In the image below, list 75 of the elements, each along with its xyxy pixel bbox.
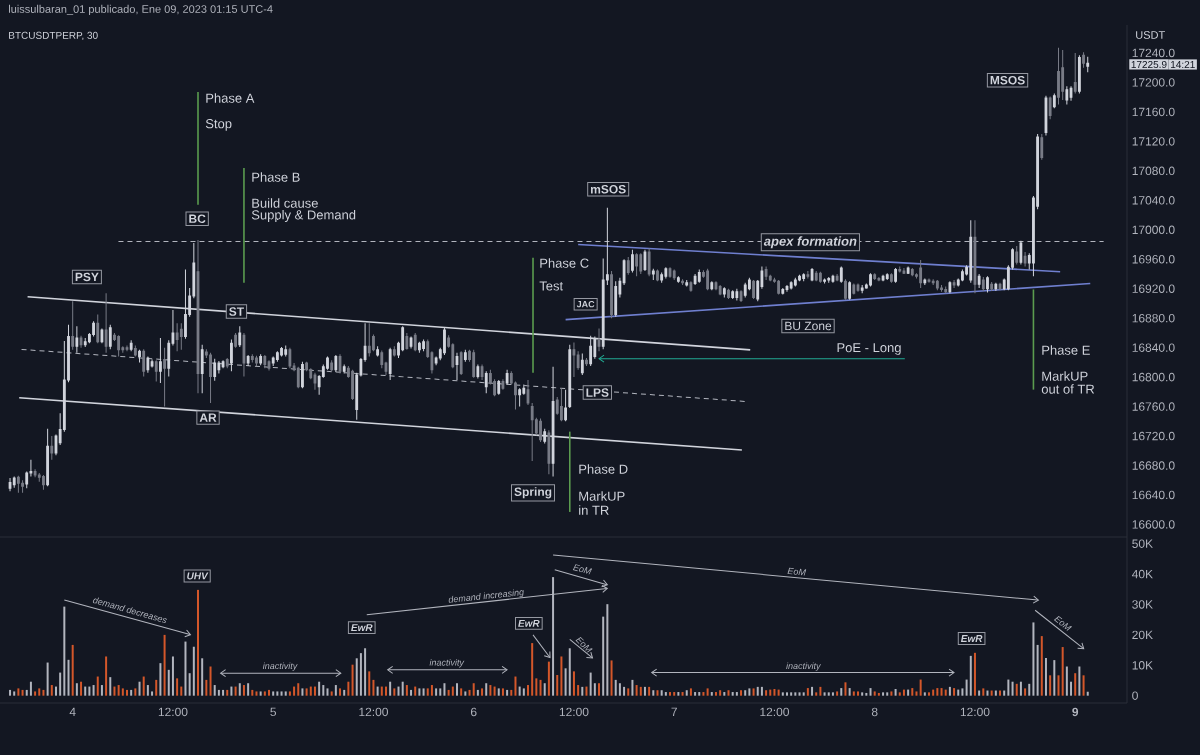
annotation: Phase A [206, 93, 255, 103]
y-tick-label: 20K [1132, 630, 1153, 640]
y-tick-label: 16880.0 [1132, 313, 1175, 323]
text: 14:21 [1171, 60, 1195, 68]
y-tick-label: 16840.0 [1132, 343, 1175, 352]
text: 17225.9 [1131, 60, 1167, 69]
annotation: MarkUP [579, 491, 625, 501]
y-tick-label: 17000.0 [1132, 225, 1175, 235]
annotation: Phase B [252, 172, 300, 182]
text: luissulbaran_01 publicado, Ene 09, 2023 01:15 UTC-4 [9, 4, 273, 16]
y-tick-label: 30K [1132, 600, 1153, 609]
y-tick-label: 16800.0 [1132, 372, 1175, 382]
annotation: inactivity [786, 662, 822, 671]
x-tick-label: 4 [69, 707, 76, 716]
annotation: Phase D [579, 464, 628, 474]
annotation: Phase C [540, 258, 589, 268]
annotation: UHV [187, 572, 209, 580]
annotation: Stop [205, 119, 232, 131]
annotation: mSOS [590, 185, 626, 194]
annotation: EoM [1053, 615, 1072, 631]
annotation: BC [189, 214, 206, 223]
y-tick-label: 16680.0 [1132, 461, 1175, 470]
annotation: PoE - Long [837, 343, 901, 355]
annotation: Supply & Demand [251, 209, 356, 223]
annotation: MarkUP [1042, 371, 1088, 381]
annotation: MSOS [990, 75, 1025, 85]
annotation: BU Zone [785, 321, 832, 331]
x-tick-label: 12:00 [760, 707, 789, 717]
y-tick-label: 16720.0 [1132, 431, 1175, 441]
x-tick-label: 6 [470, 707, 477, 717]
annotation: EwR [351, 624, 373, 632]
x-tick-label: 9 [1072, 707, 1079, 717]
annotation: Spring [514, 487, 552, 499]
annotation: AR [199, 413, 217, 422]
y-tick-label: 17040.0 [1132, 196, 1175, 205]
x-tick-label: 5 [270, 707, 277, 717]
annotation: Build cause [252, 198, 318, 208]
x-tick-label: 12:00 [359, 707, 388, 717]
y-tick-label: 40K [1131, 569, 1153, 579]
annotation: demand increasing [448, 589, 524, 603]
y-tick-label: 17120.0 [1132, 137, 1175, 146]
y-tick-label: 17200.0 [1132, 78, 1175, 87]
annotation: EoM [787, 567, 807, 576]
text: BTCUSDTPERP, 30 [9, 31, 98, 41]
y-tick-label: 50K [1132, 539, 1153, 548]
annotation: inactivity [429, 659, 465, 668]
y-tick-label: 17080.0 [1132, 166, 1175, 176]
annotation: inactivity [262, 662, 298, 671]
y-tick-label: 16760.0 [1132, 402, 1175, 411]
annotation: EwR [960, 635, 983, 642]
x-tick-label: 12:00 [158, 707, 188, 717]
y-tick-label: 16640.0 [1132, 490, 1175, 500]
y-tick-label: 16600.0 [1132, 520, 1175, 529]
annotation: JAC [576, 301, 595, 308]
x-tick-label: 12:00 [960, 707, 990, 717]
annotation: apex formation [763, 236, 857, 249]
annotation: EwR [518, 619, 540, 627]
y-tick-label: 17160.0 [1132, 107, 1175, 117]
annotation: Test [539, 281, 564, 291]
y-tick-label: 0 [1132, 691, 1138, 700]
annotation: ST [229, 307, 244, 316]
y-tick-label: 17240.0 [1132, 48, 1175, 58]
annotation: LPS [586, 388, 609, 397]
annotation: Phase E [1042, 345, 1090, 355]
y-tick-label: 16960.0 [1132, 255, 1175, 264]
annotation: EoM [572, 564, 593, 575]
annotation: PSY [75, 272, 99, 282]
annotation: in TR [579, 505, 609, 515]
y-axis-title: USDT [1136, 31, 1165, 39]
y-tick-label: 10K [1132, 661, 1153, 670]
y-tick-label: 16920.0 [1132, 284, 1175, 293]
x-tick-label: 7 [671, 707, 677, 716]
x-tick-label: 8 [871, 707, 878, 717]
x-tick-label: 12:00 [559, 707, 589, 717]
annotation: out of TR [1041, 384, 1095, 394]
